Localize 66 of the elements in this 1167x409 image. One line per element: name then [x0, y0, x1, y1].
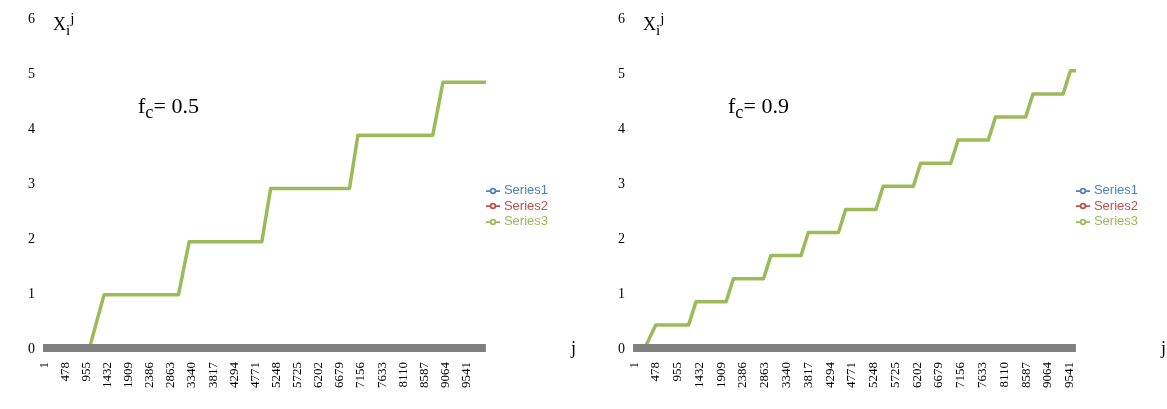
x-tick-label: 7156 — [352, 361, 368, 388]
x-tick-label: 5248 — [865, 362, 881, 388]
x-tick-label: 3340 — [183, 362, 199, 388]
y-tick-label: 2 — [618, 230, 625, 246]
x-tick-label: 2386 — [734, 361, 750, 388]
y-tick-label: 0 — [28, 340, 35, 356]
legend-label: Series2 — [1093, 197, 1138, 213]
x-tick-label: 6679 — [930, 362, 946, 388]
x-tick-label: 3817 — [799, 361, 815, 388]
legend-label: Series1 — [1093, 182, 1138, 198]
x-tick-label: 5725 — [886, 362, 902, 388]
y-tick-label: 1 — [618, 285, 625, 301]
x-tick-label: 2863 — [162, 362, 178, 388]
x-tick-label: 2863 — [756, 362, 772, 388]
x-tick-label: 7156 — [952, 361, 968, 388]
x-tick-label: 4771 — [246, 362, 262, 388]
y-tick-label: 3 — [618, 175, 625, 191]
x-tick-label: 3340 — [777, 362, 793, 388]
legend-label: Series3 — [503, 213, 548, 229]
legend-label: Series1 — [503, 182, 548, 198]
x-tick-label: 9541 — [1061, 362, 1077, 388]
x-tick-label: 478 — [56, 362, 72, 382]
x-tick-label: 1 — [35, 362, 51, 369]
y-tick-label: 2 — [28, 230, 35, 246]
x-tick-label: 5725 — [289, 362, 305, 388]
x-tick-label: 1432 — [690, 362, 706, 388]
x-tick-label: 8110 — [394, 362, 410, 388]
x-tick-label: 8110 — [995, 362, 1011, 388]
annotation: f$_{c}$= 0.5 — [138, 93, 199, 124]
x-tick-label: 9541 — [458, 362, 474, 388]
x-tick-label: 5248 — [267, 362, 283, 388]
x-tick-label: 3817 — [204, 361, 220, 388]
y-tick-label: 1 — [28, 285, 35, 301]
y-tick-label: 6 — [28, 10, 35, 26]
y-tick-label: 4 — [28, 120, 35, 136]
x-tick-label: 1909 — [712, 362, 728, 388]
legend-label: Series2 — [503, 197, 548, 213]
x-tick-label: 478 — [647, 362, 663, 382]
x-tick-label: 6202 — [908, 362, 924, 388]
x-tick-label: 7633 — [974, 362, 990, 388]
x-tick-label: 7633 — [373, 362, 389, 388]
x-tick-label: 4294 — [225, 361, 241, 388]
y-tick-label: 5 — [618, 65, 625, 81]
y-tick-label: 4 — [618, 120, 625, 136]
x-axis-title: j — [1160, 338, 1166, 359]
x-tick-label: 1 — [625, 362, 641, 369]
x-tick-label: 1432 — [98, 362, 114, 388]
x-axis-title: j — [570, 338, 576, 359]
x-tick-label: 1909 — [120, 362, 136, 388]
x-tick-label: 4294 — [821, 361, 837, 388]
legend-label: Series3 — [1093, 213, 1138, 229]
y-tick-label: 0 — [618, 340, 625, 356]
x-tick-label: 8587 — [1017, 361, 1033, 388]
y-tick-label: 3 — [28, 175, 35, 191]
x-tick-label: 955 — [669, 362, 685, 382]
x-tick-label: 6202 — [310, 362, 326, 388]
x-tick-label: 6679 — [331, 362, 347, 388]
y-tick-label: 6 — [618, 10, 625, 26]
x-tick-label: 4771 — [843, 362, 859, 388]
x-tick-label: 8587 — [415, 361, 431, 388]
x-tick-label: 955 — [77, 362, 93, 382]
y-tick-label: 5 — [28, 65, 35, 81]
x-tick-label: 9064 — [1039, 361, 1055, 388]
annotation: f$_{c}$= 0.9 — [728, 93, 789, 124]
x-tick-label: 9064 — [436, 361, 452, 388]
x-tick-label: 2386 — [141, 361, 157, 388]
